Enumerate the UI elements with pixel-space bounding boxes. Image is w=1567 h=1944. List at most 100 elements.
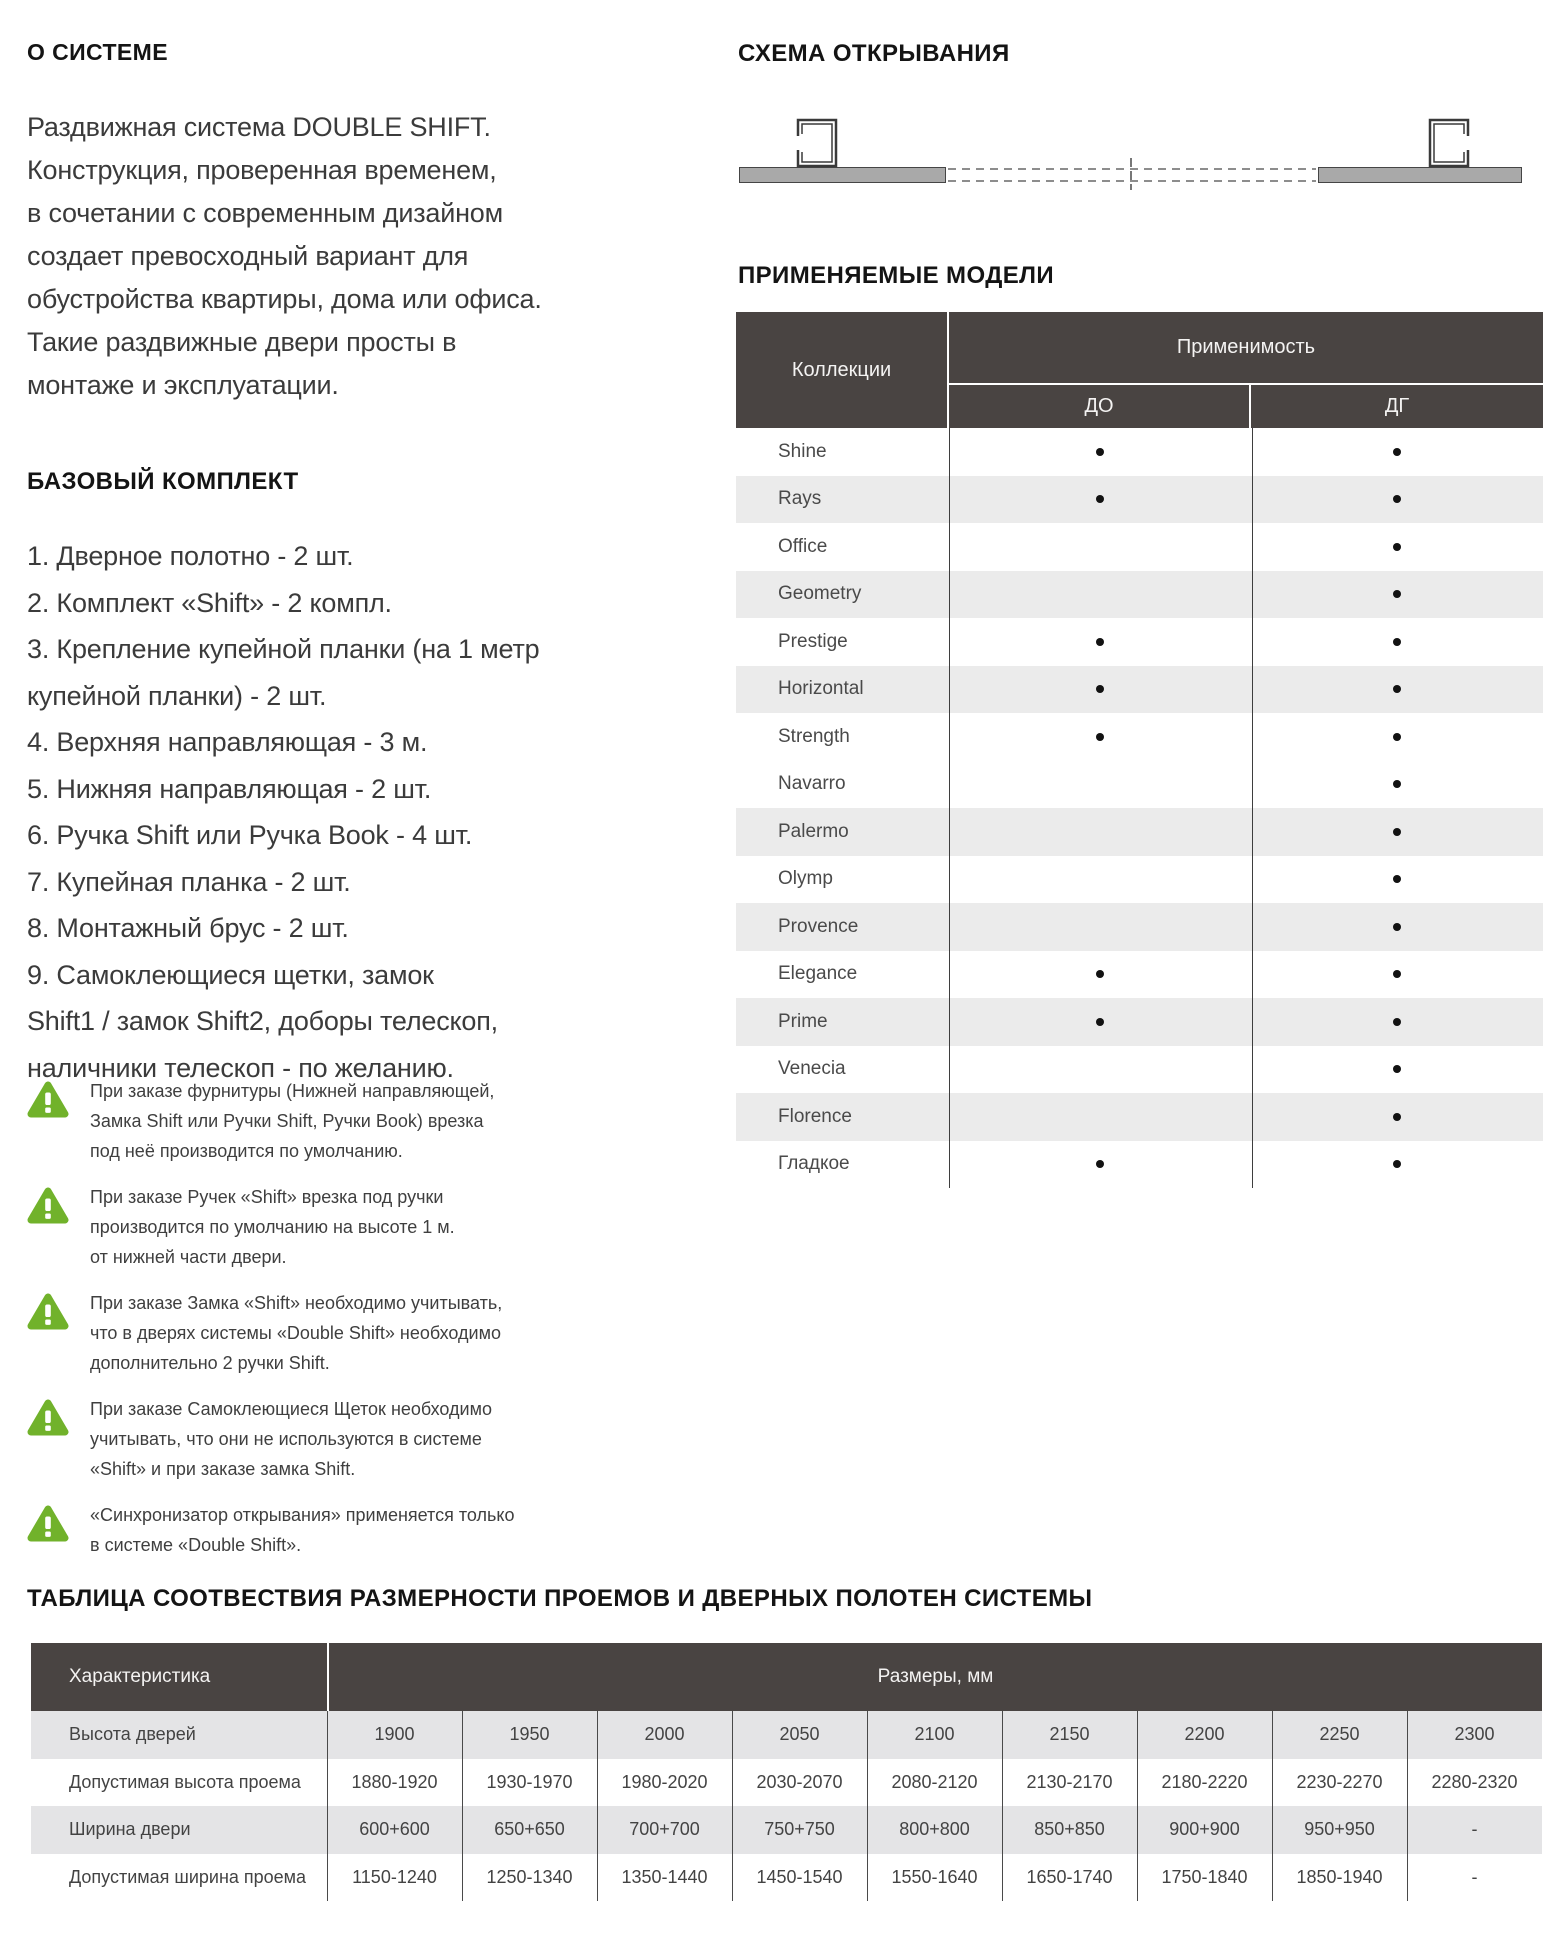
warning-item: При заказе фурнитуры (Нижней направляюще…	[27, 1076, 647, 1166]
sizes-table-header: Характеристика Размеры, мм	[31, 1643, 1542, 1711]
warning-triangle-icon	[27, 1500, 90, 1548]
collection-name: Гладкое	[778, 1153, 850, 1175]
table-row: Geometry	[736, 570, 1543, 618]
size-value: 1650-1740	[1026, 1866, 1113, 1887]
column-divider	[1137, 1711, 1138, 1901]
bullet-do	[1096, 970, 1104, 979]
sizes-table-body: Высота дверей 1900 1950 2000 2050 2100 2150 22…	[31, 1711, 1542, 1901]
table-row: Olymp	[736, 856, 1543, 904]
collection-name: Geometry	[778, 583, 862, 605]
column-divider	[1407, 1711, 1408, 1901]
slide-track-dash-top	[948, 168, 1316, 170]
base-kit-item: 8. Монтажный брус - 2 шт.	[27, 913, 349, 943]
size-value: 2250	[1319, 1724, 1360, 1745]
row-values: 600+600 650+650 700+700 750+750 800+800 850+8…	[327, 1806, 1542, 1854]
size-value: 2130-2170	[1026, 1771, 1113, 1792]
bullet-do	[1096, 1160, 1104, 1169]
column-divider	[597, 1711, 598, 1901]
size-value: 2050	[779, 1724, 820, 1745]
size-value: 2300	[1454, 1724, 1495, 1745]
table-row: Elegance	[736, 951, 1543, 999]
table-row: Strength	[736, 713, 1543, 761]
warnings-list: При заказе фурнитуры (Нижней направляюще…	[27, 1076, 647, 1606]
size-value: 1150-1240	[352, 1866, 437, 1887]
sizes-section-title: ТАБЛИЦА СООТВЕСТВИЯ РАЗМЕРНОСТИ ПРОЕМОВ …	[27, 1584, 1093, 1612]
warning-item: «Синхронизатор открывания» применяется т…	[27, 1500, 647, 1590]
table-row: Horizontal	[736, 665, 1543, 713]
size-value: 1930-1970	[486, 1771, 573, 1792]
base-kit-list: 1. Дверное полотно - 2 шт. 2. Комплект «S…	[27, 533, 667, 1091]
warning-text: При заказе Ручек «Shift» врезка под ручк…	[90, 1187, 455, 1267]
base-kit-title: БАЗОВЫЙ КОМПЛЕКТ	[27, 467, 299, 495]
bullet-dg	[1393, 1160, 1401, 1169]
size-value: 1850-1940	[1296, 1866, 1383, 1887]
bullet-dg	[1393, 1112, 1401, 1121]
door-panel-right	[1318, 167, 1522, 183]
bullet-dg	[1393, 495, 1401, 504]
table-row: Ширина двери 600+600 650+650 700+700 750+75…	[31, 1806, 1542, 1854]
size-value: 2150	[1049, 1724, 1090, 1745]
size-value: 850+850	[1034, 1819, 1105, 1840]
about-text: Раздвижная система DOUBLE SHIFT. Констру…	[27, 112, 542, 400]
collection-name: Palermo	[778, 820, 849, 842]
warning-text: При заказе Самоклеющиеся Щеток необходим…	[90, 1399, 492, 1479]
row-label: Допустимая ширина проема	[69, 1866, 307, 1887]
size-value: -	[1471, 1866, 1478, 1887]
collection-name: Prestige	[778, 630, 848, 652]
bullet-dg	[1393, 542, 1401, 551]
size-value: 1250-1340	[486, 1866, 573, 1887]
handle-profile-left-icon	[796, 118, 838, 168]
collection-name: Horizontal	[778, 678, 864, 700]
size-value: 750+750	[764, 1819, 835, 1840]
models-table-body: Shine Rays Office Geometry Prestige	[736, 428, 1543, 1188]
about-section-title: О СИСТЕМЕ	[27, 39, 168, 66]
size-value: 1900	[374, 1724, 415, 1745]
models-table-header: Коллекции Применимость ДО ДГ	[736, 312, 1543, 428]
base-kit-item: 6. Ручка Shift или Ручка Book - 4 шт.	[27, 820, 473, 850]
size-value: 950+950	[1304, 1819, 1375, 1840]
bullet-dg	[1393, 1017, 1401, 1026]
base-kit-item: 9. Самоклеющиеся щетки, замок Shift1 / з…	[27, 959, 498, 1083]
warning-item: При заказе Замка «Shift» необходимо учит…	[27, 1288, 647, 1378]
table-row: Provence	[736, 903, 1543, 951]
table-row: Высота дверей 1900 1950 2000 2050 2100 2150 22…	[31, 1711, 1542, 1759]
center-mark	[1130, 158, 1132, 190]
row-values: 1880-1920 1930-1970 1980-2020 2030-2070 2080…	[327, 1759, 1542, 1807]
size-value: 1880-1920	[351, 1771, 438, 1792]
column-divider	[1272, 1711, 1273, 1901]
bullet-dg	[1393, 875, 1401, 884]
row-label: Допустимая высота проема	[69, 1771, 301, 1792]
column-divider	[867, 1711, 868, 1901]
size-value: 1550-1640	[891, 1866, 978, 1887]
base-kit-item: 1. Дверное полотно - 2 шт.	[27, 541, 354, 571]
warning-triangle-icon	[27, 1182, 90, 1230]
collection-name: Shine	[778, 440, 827, 462]
table-row: Shine	[736, 428, 1543, 476]
table-row: Prestige	[736, 618, 1543, 666]
bullet-do	[1096, 685, 1104, 694]
collection-name: Florence	[778, 1105, 852, 1127]
bullet-do	[1096, 1017, 1104, 1026]
collection-name: Venecia	[778, 1058, 846, 1080]
column-header-dg: ДГ	[1251, 385, 1543, 428]
collection-name: Rays	[778, 488, 822, 510]
table-row: Navarro	[736, 761, 1543, 809]
column-divider	[732, 1711, 733, 1901]
size-value: 700+700	[629, 1819, 700, 1840]
size-value: 1980-2020	[621, 1771, 708, 1792]
bullet-dg	[1393, 637, 1401, 646]
base-kit-item: 4. Верхняя направляющая - 3 м.	[27, 727, 428, 757]
table-row: Rays	[736, 475, 1543, 523]
column-divider	[949, 428, 950, 1188]
size-value: -	[1471, 1819, 1478, 1840]
table-row: Office	[736, 523, 1543, 571]
table-row: Venecia	[736, 1046, 1543, 1094]
size-value: 1750-1840	[1161, 1866, 1248, 1887]
size-value: 2030-2070	[756, 1771, 843, 1792]
handle-profile-right-icon	[1428, 118, 1470, 168]
size-value: 2080-2120	[891, 1771, 978, 1792]
warning-text: При заказе Замка «Shift» необходимо учит…	[90, 1293, 503, 1373]
column-header-collections: Коллекции	[736, 312, 947, 428]
column-header-characteristic: Характеристика	[31, 1643, 327, 1711]
